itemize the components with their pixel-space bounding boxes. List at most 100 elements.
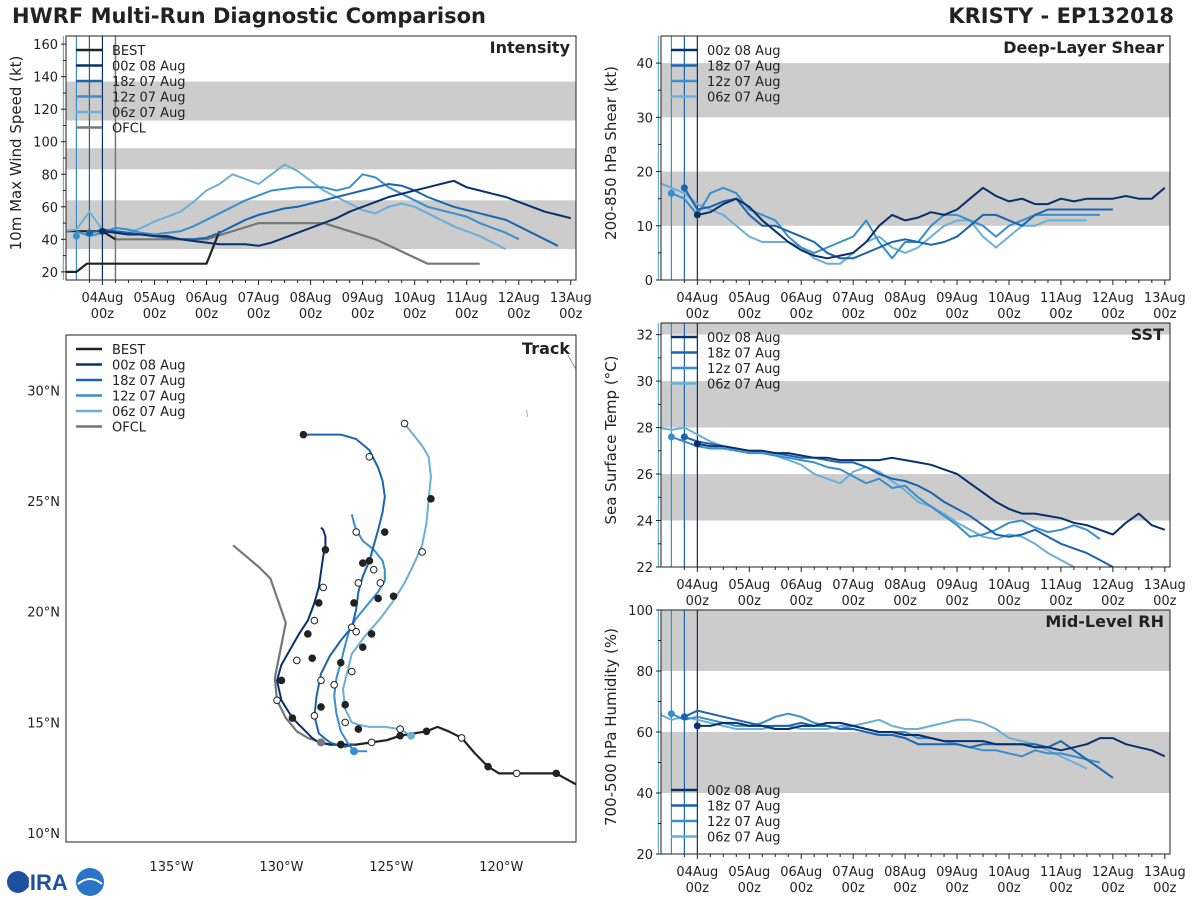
legend-label: OFCL xyxy=(112,122,147,137)
legend-label: 12z 07 Aug xyxy=(112,91,186,106)
shaded-band xyxy=(661,63,1170,118)
shaded-band xyxy=(661,610,1170,671)
x-tick-day: 10Aug xyxy=(988,291,1030,306)
x-tick-day: 05Aug xyxy=(728,865,770,880)
x-tick-hour: 00z xyxy=(945,594,969,609)
legend-label: OFCL xyxy=(112,421,147,436)
track-point xyxy=(315,599,323,607)
best-track xyxy=(320,725,576,786)
track-point xyxy=(365,452,374,461)
series-line-0 xyxy=(697,721,1166,758)
y-tick-label: 40 xyxy=(41,233,58,248)
intensity-panel: 2040608010012014016004Aug00z05Aug00z06Au… xyxy=(7,35,592,322)
storm-id: KRISTY - EP132018 xyxy=(948,4,1174,28)
y-tick-label: 20 xyxy=(636,166,653,181)
track-point xyxy=(317,703,325,711)
legend-label: 06z 07 Aug xyxy=(707,378,781,393)
x-tick-day: 08Aug xyxy=(290,291,332,306)
x-tick-hour: 00z xyxy=(686,594,710,609)
x-tick-day: 05Aug xyxy=(728,291,770,306)
track-point xyxy=(374,594,382,603)
init-marker xyxy=(680,184,688,192)
shaded-band xyxy=(66,148,576,170)
x-tick-day: 13Aug xyxy=(1144,291,1186,306)
x-tick-day: 13Aug xyxy=(1144,578,1186,593)
legend-label: 06z 07 Aug xyxy=(707,831,781,846)
best-track-point xyxy=(484,762,492,771)
track-point xyxy=(365,557,374,565)
x-tick-hour: 00z xyxy=(247,307,271,322)
x-tick-day: 09Aug xyxy=(342,291,384,306)
axes-frame xyxy=(65,334,577,843)
y-tick-label: 22 xyxy=(636,561,653,576)
coastline xyxy=(567,354,576,370)
panel-title: SST xyxy=(1131,325,1164,344)
x-tick-hour: 00z xyxy=(455,307,479,322)
y-tick-label: 40 xyxy=(636,57,653,72)
x-tick-hour: 00z xyxy=(1101,594,1125,609)
series-line-3 xyxy=(66,163,507,250)
legend-label: 12z 07 Aug xyxy=(112,390,186,405)
y-tick-label: 26 xyxy=(636,468,653,483)
track-point xyxy=(369,565,378,574)
series-line-0 xyxy=(697,442,1166,536)
x-tick-hour: 00z xyxy=(841,307,865,322)
init-marker xyxy=(693,440,701,448)
x-tick-day: 12Aug xyxy=(1092,291,1134,306)
x-tick-hour: 00z xyxy=(790,881,814,896)
track-point xyxy=(418,548,426,556)
series-group xyxy=(661,180,1166,265)
lon-label: 125°W xyxy=(369,860,413,875)
legend-label: 06z 07 Aug xyxy=(112,405,186,420)
init-marker xyxy=(667,433,675,441)
x-tick-day: 11Aug xyxy=(1040,865,1082,880)
y-axis-label: Sea Surface Temp (°C) xyxy=(602,355,620,524)
series-line-0 xyxy=(697,186,1166,260)
init-marker xyxy=(667,189,675,197)
x-tick-hour: 00z xyxy=(738,881,762,896)
x-tick-hour: 00z xyxy=(559,307,583,322)
x-tick-day: 10Aug xyxy=(988,865,1030,880)
legend-label: 06z 07 Aug xyxy=(707,91,781,106)
series-line-1 xyxy=(683,709,1114,779)
best-track-point xyxy=(552,769,561,778)
legend-label: 18z 07 Aug xyxy=(707,347,781,362)
x-tick-hour: 00z xyxy=(1153,307,1177,322)
y-tick-label: 160 xyxy=(33,38,58,53)
track-point xyxy=(273,696,281,705)
x-tick-hour: 00z xyxy=(299,307,323,322)
x-tick-hour: 00z xyxy=(945,307,969,322)
legend-label: 12z 07 Aug xyxy=(707,815,781,830)
x-tick-day: 06Aug xyxy=(186,291,228,306)
lat-label: 25°N xyxy=(27,495,60,510)
y-tick-label: 40 xyxy=(636,787,653,802)
shaded-band xyxy=(661,323,1170,335)
x-tick-day: 12Aug xyxy=(498,291,540,306)
sst-panel: 22242628303204Aug00z05Aug00z06Aug00z07Au… xyxy=(602,322,1186,609)
shaded-band xyxy=(661,474,1170,521)
track-point xyxy=(400,419,409,428)
legend-label: 00z 08 Aug xyxy=(707,44,781,59)
x-tick-hour: 00z xyxy=(738,594,762,609)
shear-panel: 01020304004Aug00z05Aug00z06Aug00z07Aug00… xyxy=(602,35,1186,322)
coastline xyxy=(525,409,528,418)
track-point xyxy=(376,579,385,587)
x-tick-day: 09Aug xyxy=(936,578,978,593)
track-point xyxy=(350,599,358,607)
legend-label: 00z 08 Aug xyxy=(112,359,186,374)
track-point xyxy=(341,718,349,727)
x-tick-day: 04Aug xyxy=(676,578,718,593)
x-tick-day: 13Aug xyxy=(550,291,592,306)
x-tick-day: 08Aug xyxy=(884,578,926,593)
x-tick-day: 12Aug xyxy=(1092,865,1134,880)
x-tick-day: 07Aug xyxy=(832,865,874,880)
x-tick-day: 11Aug xyxy=(1040,291,1082,306)
x-tick-day: 10Aug xyxy=(394,291,436,306)
legend-label: 18z 07 Aug xyxy=(112,374,186,389)
shaded-band xyxy=(661,381,1170,428)
x-tick-hour: 00z xyxy=(91,307,115,322)
track-line-0 xyxy=(276,526,330,746)
x-tick-hour: 00z xyxy=(997,881,1021,896)
